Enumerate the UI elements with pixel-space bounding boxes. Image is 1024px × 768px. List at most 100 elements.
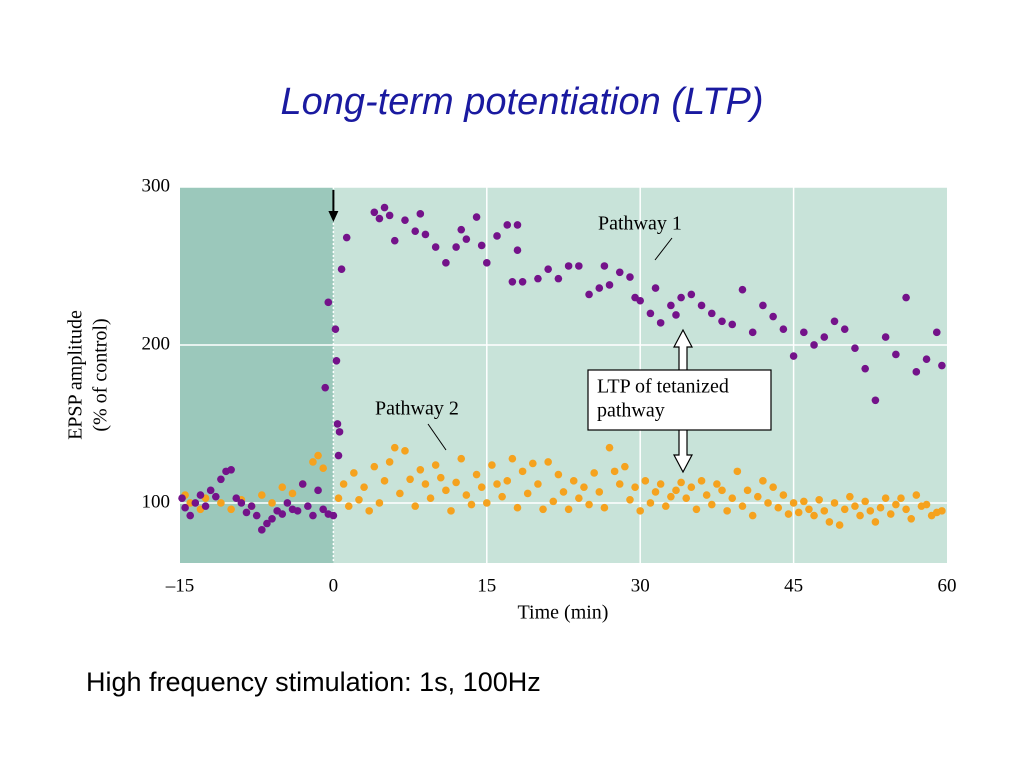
data-point [866, 507, 875, 515]
data-point [421, 230, 430, 239]
data-point [861, 364, 869, 373]
data-point [651, 284, 660, 292]
data-point [334, 494, 343, 503]
data-point [871, 518, 880, 526]
data-point [840, 505, 849, 514]
data-point [416, 465, 425, 474]
data-point [335, 428, 344, 436]
data-point [718, 486, 726, 495]
data-point [360, 483, 368, 491]
x-tick-label: –15 [165, 575, 195, 596]
data-point [370, 462, 379, 471]
data-point [467, 500, 476, 509]
chart: 100 200 300 –15 0 15 30 45 60 Time (min) EPSP ampl… [65, 175, 957, 623]
data-point [283, 499, 292, 507]
data-point [815, 496, 823, 504]
data-point [876, 503, 885, 512]
data-point [319, 464, 327, 473]
data-point [682, 494, 691, 503]
data-point [830, 317, 839, 326]
data-point [370, 208, 379, 217]
data-point [268, 514, 276, 523]
data-point [713, 480, 721, 488]
data-point [227, 505, 235, 514]
data-point [426, 494, 435, 503]
data-point [702, 491, 711, 499]
data-point [590, 469, 598, 477]
data-point [523, 489, 532, 498]
data-point [380, 477, 389, 485]
data-point [575, 262, 583, 270]
data-point [595, 284, 604, 292]
data-point [677, 478, 685, 487]
data-point [258, 526, 266, 534]
x-tick-label: 0 [329, 575, 339, 596]
data-point [314, 451, 322, 460]
data-point [784, 510, 793, 518]
data-point [278, 510, 287, 518]
data-point [564, 262, 573, 270]
data-point [539, 505, 547, 514]
data-point [217, 499, 225, 507]
data-point [886, 510, 895, 518]
data-point [513, 221, 522, 229]
data-point [365, 507, 373, 515]
data-point [779, 325, 788, 333]
data-point [534, 274, 542, 283]
data-point [769, 483, 777, 491]
data-point [396, 489, 404, 498]
data-point [401, 216, 409, 224]
data-point [564, 505, 573, 514]
data-point [575, 494, 583, 503]
label-pointer [654, 237, 673, 261]
data-point [922, 500, 931, 509]
data-point [288, 489, 297, 498]
data-point [621, 462, 629, 471]
data-point [196, 491, 205, 499]
data-point [707, 500, 716, 509]
data-point [227, 465, 235, 474]
data-point [851, 344, 859, 352]
data-point [656, 319, 665, 327]
data-point [508, 277, 517, 286]
data-point [651, 488, 660, 496]
data-point [646, 499, 655, 507]
data-point [206, 486, 215, 495]
data-point [191, 499, 200, 507]
data-point [549, 497, 558, 506]
data-point [825, 518, 834, 526]
data-point [595, 488, 604, 496]
data-point [452, 243, 460, 251]
data-point [334, 451, 343, 460]
data-point [922, 355, 931, 364]
data-point [636, 296, 644, 305]
data-point [232, 494, 241, 503]
y-tick-label: 200 [142, 333, 171, 354]
data-point [342, 233, 351, 242]
data-point [380, 203, 389, 212]
data-point [333, 420, 342, 428]
data-point [687, 483, 696, 491]
data-point [580, 483, 588, 491]
data-point [324, 298, 333, 307]
data-point [181, 503, 189, 512]
data-point [585, 500, 593, 509]
data-point [789, 352, 798, 360]
data-point [201, 502, 210, 510]
annotation: LTP of tetanized [597, 376, 729, 398]
data-point [835, 521, 844, 529]
data-point [472, 213, 481, 221]
data-point [738, 502, 747, 510]
data-point [559, 488, 568, 496]
data-point [759, 477, 767, 485]
data-point [692, 505, 701, 514]
data-point [242, 508, 251, 517]
data-point [411, 502, 420, 510]
data-point [513, 246, 522, 254]
data-point [442, 486, 450, 495]
data-point [610, 467, 619, 476]
data-point [881, 494, 890, 503]
data-point [728, 320, 737, 329]
slide-text: High frequency stimulation: 1s, 100Hz [86, 667, 541, 697]
